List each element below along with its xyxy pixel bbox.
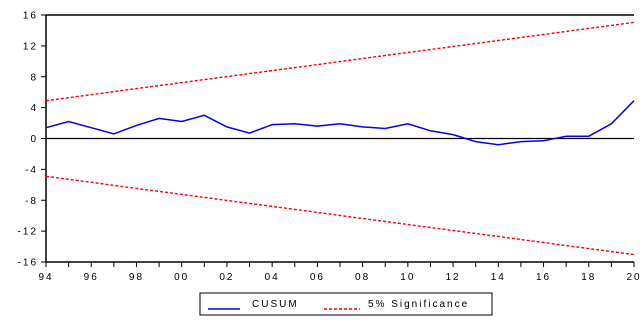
x-tick-label: 00 xyxy=(174,272,189,283)
x-tick-label: 18 xyxy=(581,272,596,283)
x-tick-label: 98 xyxy=(129,272,144,283)
y-tick-label: 8 xyxy=(30,72,38,83)
y-tick-label: 0 xyxy=(30,134,38,145)
x-tick-label: 10 xyxy=(400,272,415,283)
legend-box xyxy=(199,292,493,316)
x-tick-label: 02 xyxy=(219,272,234,283)
significance-lower-line xyxy=(45,175,635,256)
y-tick-label: 4 xyxy=(30,103,38,114)
x-tick-label: 94 xyxy=(38,272,53,283)
x-tick-label: 04 xyxy=(265,272,280,283)
x-tick-label: 12 xyxy=(446,272,461,283)
y-tick-label: 16 xyxy=(23,11,38,22)
y-tick-label: -4 xyxy=(25,165,38,176)
x-tick-label: 96 xyxy=(84,272,99,283)
plot-area xyxy=(45,14,635,263)
y-axis: -16 -12 -8 -4 0 4 8 12 16 xyxy=(18,11,46,269)
x-tick-label: 20 xyxy=(626,272,640,283)
x-tick-label: 06 xyxy=(310,272,325,283)
y-tick-label: -16 xyxy=(18,258,38,269)
legend-label-cusum: CUSUM xyxy=(252,299,299,310)
cusum-line xyxy=(45,100,635,146)
x-tick-label: 16 xyxy=(536,272,551,283)
x-tick-label: 08 xyxy=(355,272,370,283)
x-tick-label: 14 xyxy=(491,272,506,283)
y-tick-label: 12 xyxy=(23,41,38,52)
y-tick-label: -12 xyxy=(18,227,38,238)
x-axis: 94 96 98 00 02 04 06 08 10 12 14 16 18 20 xyxy=(38,262,640,283)
legend-label-significance: 5% Significance xyxy=(368,299,469,310)
legend: CUSUM 5% Significance xyxy=(199,292,493,316)
y-tick-label: -8 xyxy=(25,196,38,207)
significance-upper-line xyxy=(45,21,635,102)
